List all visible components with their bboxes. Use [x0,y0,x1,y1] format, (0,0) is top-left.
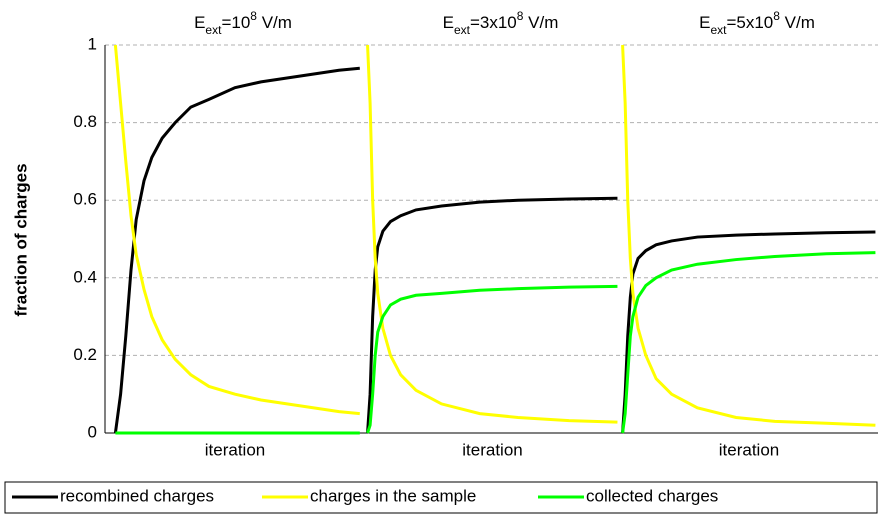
y-tick-label: 0.8 [73,112,97,131]
series-line [366,196,618,434]
legend-label: charges in the sample [310,486,476,505]
y-tick-label: 0 [88,422,97,441]
title-part: =5x10 [726,13,773,32]
y-tick-label: 1 [88,34,97,53]
panel-title: Eext=3x108 V/m [443,9,559,37]
title-part: 8 [250,9,257,23]
x-axis-label: iteration [205,440,265,459]
y-tick-label: 0.4 [73,267,97,286]
series-line [113,66,360,434]
title-part: =3x10 [470,13,517,32]
title-part: V/m [780,13,815,32]
y-tick-label: 0.2 [73,345,97,364]
series-line [621,230,876,434]
legend-label: collected charges [586,486,718,505]
x-axis-label: iteration [462,440,522,459]
title-part: E [699,13,710,32]
title-part: =10 [221,13,250,32]
title-part: 8 [773,9,780,23]
title-part: E [194,13,205,32]
x-axis-label: iteration [719,440,779,459]
series-line [621,251,876,434]
title-part: E [443,13,454,32]
title-part: V/m [257,13,292,32]
title-part: V/m [523,13,558,32]
title-part: ext [454,23,471,37]
series-line [366,44,618,424]
legend-box [4,481,878,514]
series-line [113,44,360,416]
title-part: ext [710,23,727,37]
y-axis-label: fraction of charges [11,163,30,316]
series-line [366,284,618,434]
y-tick-label: 0.6 [73,190,97,209]
title-part: ext [205,23,222,37]
panel-title: Eext=108 V/m [194,9,292,37]
legend-label: recombined charges [60,486,214,505]
panel-title: Eext=5x108 V/m [699,9,815,37]
title-part: 8 [517,9,524,23]
series-line [621,44,876,427]
